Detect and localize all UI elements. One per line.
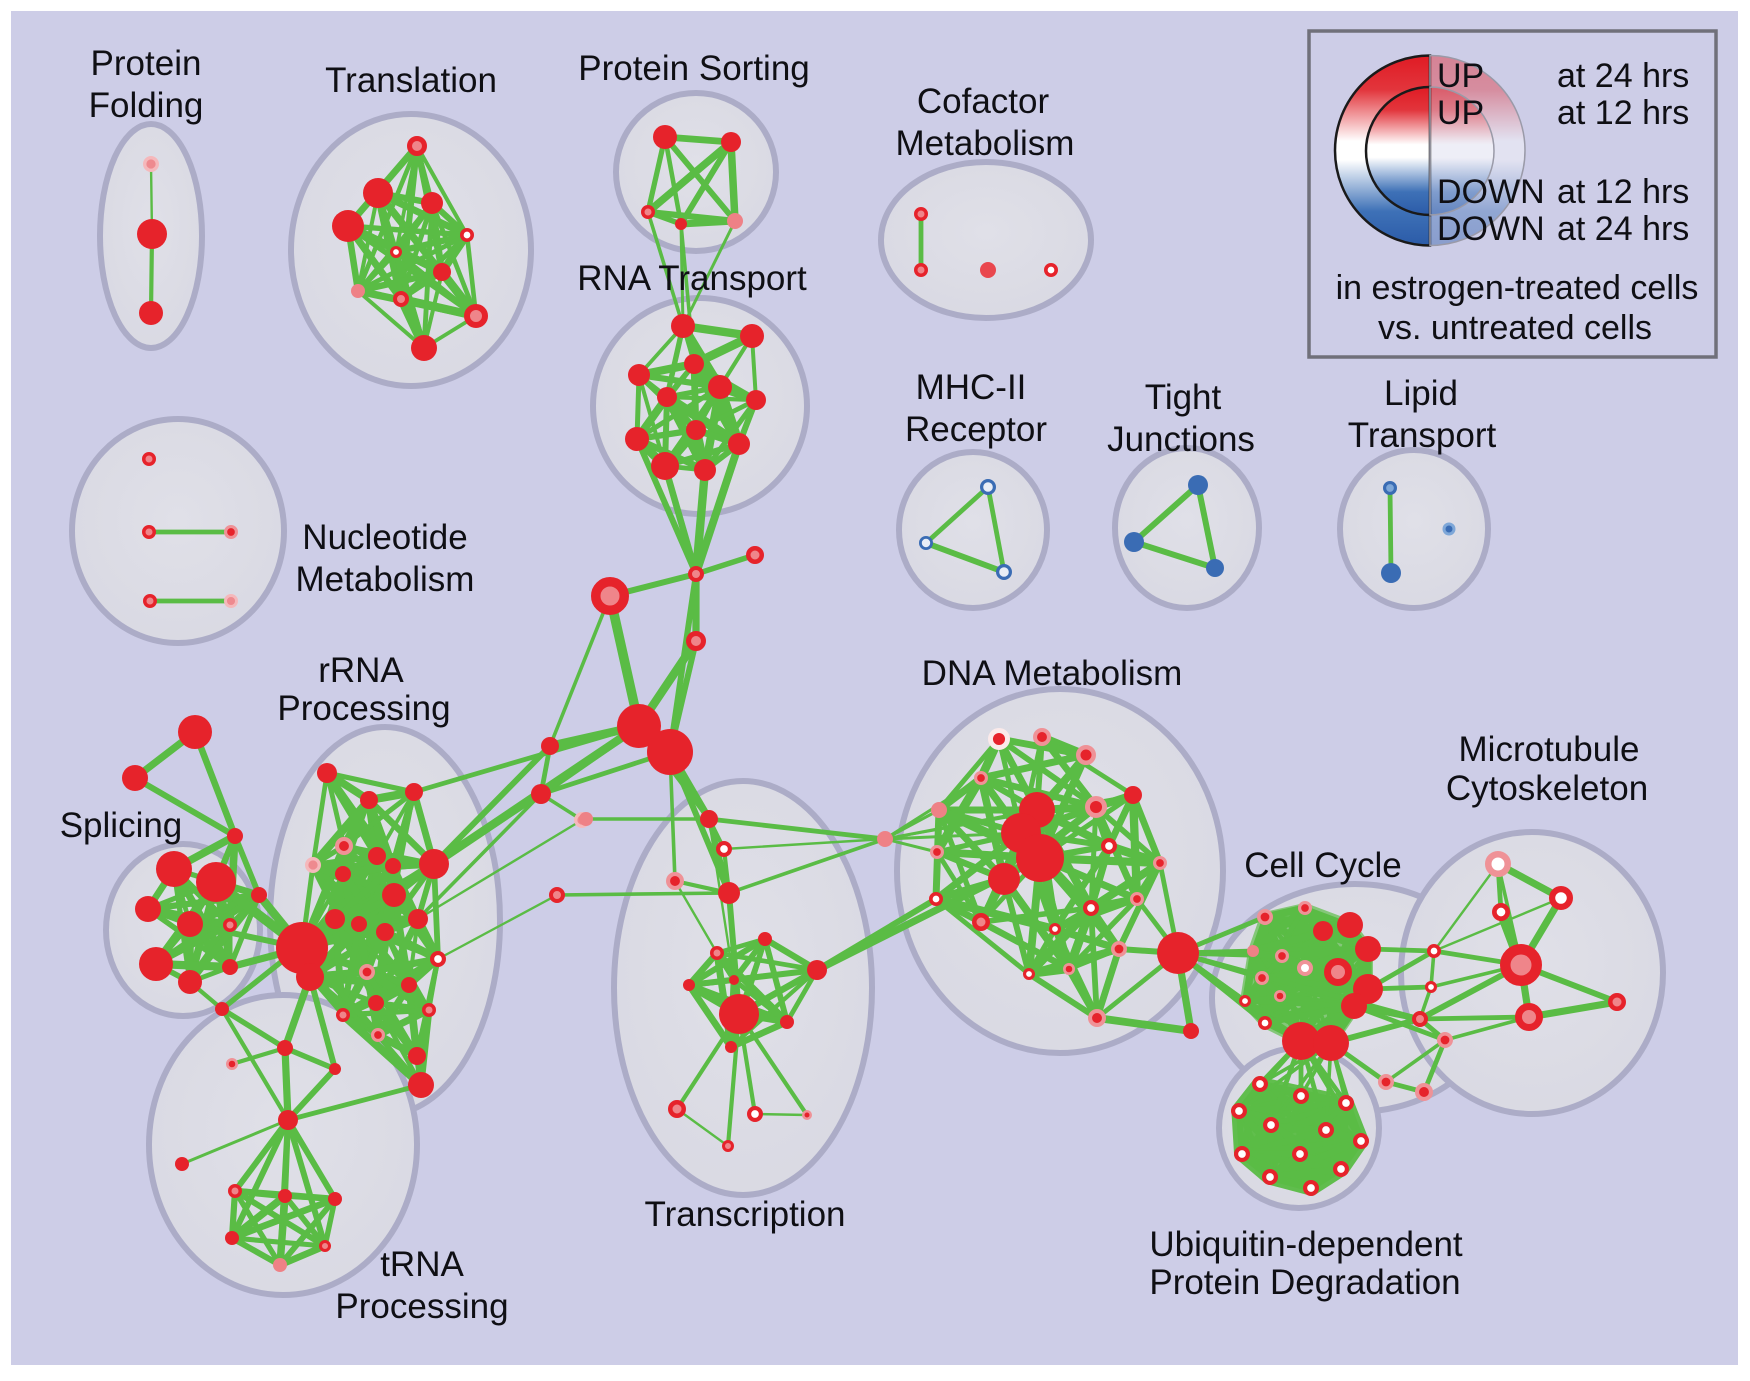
svg-text:Metabolism: Metabolism: [896, 124, 1075, 163]
svg-text:at 24 hrs: at 24 hrs: [1557, 210, 1689, 248]
svg-text:DOWN: DOWN: [1437, 173, 1545, 211]
svg-text:Transcription: Transcription: [645, 1195, 846, 1234]
svg-text:DNA Metabolism: DNA Metabolism: [922, 654, 1183, 693]
svg-text:Metabolism: Metabolism: [296, 560, 475, 599]
svg-text:Protein: Protein: [91, 44, 202, 83]
svg-text:UP: UP: [1437, 94, 1484, 132]
svg-text:Splicing: Splicing: [60, 806, 183, 845]
svg-text:Tight: Tight: [1145, 378, 1222, 417]
svg-text:in estrogen-treated cells: in estrogen-treated cells: [1336, 269, 1699, 307]
svg-text:Processing: Processing: [335, 1287, 508, 1326]
svg-text:at 12 hrs: at 12 hrs: [1557, 94, 1689, 132]
svg-text:Folding: Folding: [89, 86, 204, 125]
svg-text:vs. untreated cells: vs. untreated cells: [1378, 309, 1652, 347]
svg-text:Protein Sorting: Protein Sorting: [578, 49, 810, 88]
svg-text:Cell Cycle: Cell Cycle: [1244, 846, 1402, 885]
svg-text:Processing: Processing: [277, 689, 450, 728]
svg-text:Transport: Transport: [1348, 416, 1497, 455]
svg-text:DOWN: DOWN: [1437, 210, 1545, 248]
svg-text:at 12 hrs: at 12 hrs: [1557, 173, 1689, 211]
svg-text:Nucleotide: Nucleotide: [302, 518, 467, 557]
svg-text:Ubiquitin-dependent: Ubiquitin-dependent: [1149, 1225, 1463, 1264]
svg-text:Microtubule: Microtubule: [1459, 730, 1640, 769]
svg-text:at 24 hrs: at 24 hrs: [1557, 57, 1689, 95]
svg-text:RNA Transport: RNA Transport: [577, 259, 807, 298]
svg-text:UP: UP: [1437, 57, 1484, 95]
svg-text:Protein Degradation: Protein Degradation: [1149, 1263, 1460, 1302]
svg-text:Cytoskeleton: Cytoskeleton: [1446, 769, 1648, 808]
svg-text:Lipid: Lipid: [1384, 374, 1458, 413]
svg-text:Junctions: Junctions: [1107, 420, 1255, 459]
svg-text:tRNA: tRNA: [380, 1245, 464, 1284]
svg-text:Cofactor: Cofactor: [917, 82, 1050, 121]
svg-text:Translation: Translation: [325, 61, 497, 100]
svg-text:rRNA: rRNA: [318, 651, 404, 690]
svg-text:Receptor: Receptor: [905, 410, 1047, 449]
svg-text:MHC-II: MHC-II: [916, 368, 1027, 407]
